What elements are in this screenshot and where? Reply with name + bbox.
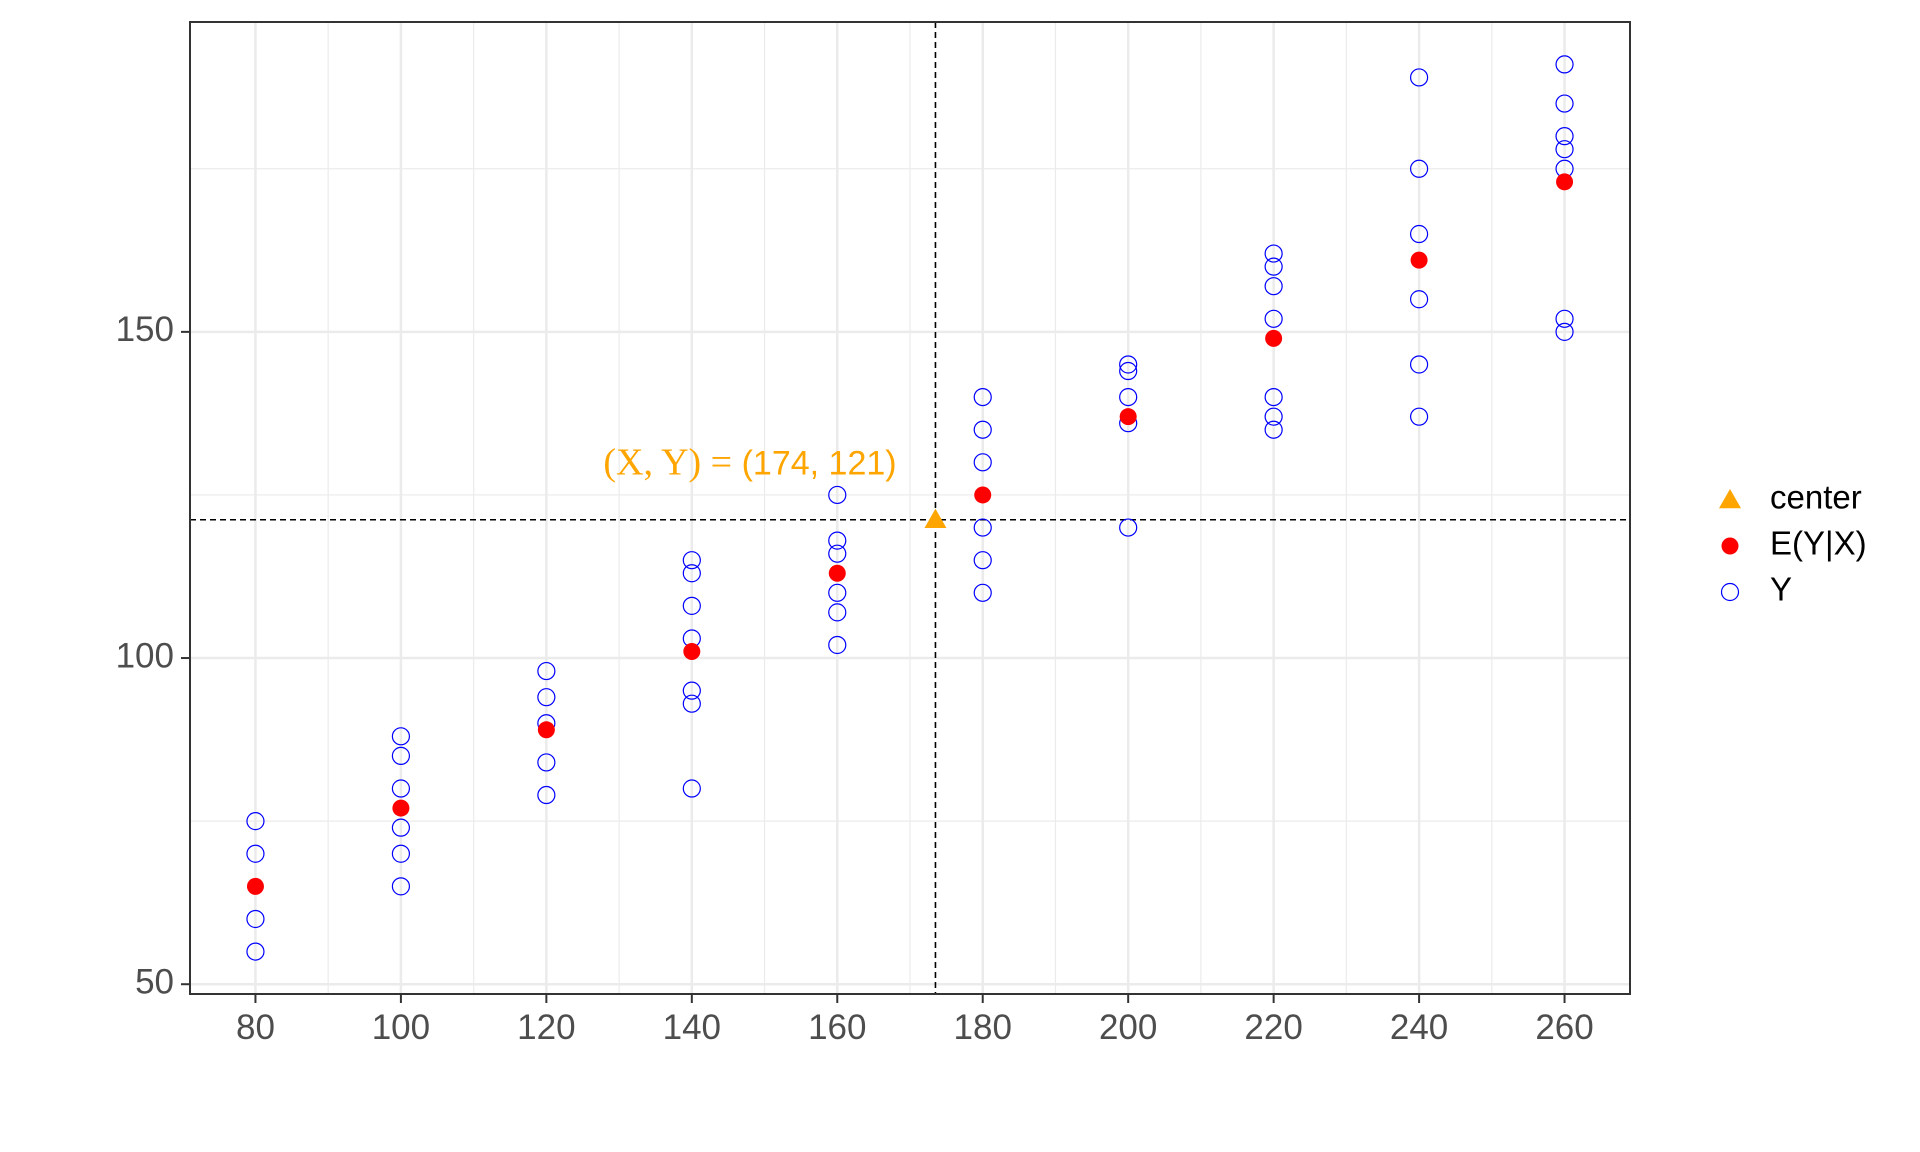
- major-gridlines: [190, 22, 1630, 994]
- data-point-y: [246, 812, 265, 831]
- data-point-y: [1555, 94, 1574, 113]
- data-point-y: [391, 727, 411, 746]
- data-point-y: [537, 661, 556, 681]
- data-point-y: [682, 564, 701, 583]
- data-point-y: [973, 420, 992, 439]
- data-point-y: [1555, 55, 1574, 74]
- y-axis: 50 100 150: [116, 310, 190, 1001]
- data-point-y: [973, 551, 992, 570]
- data-point-y: [682, 551, 701, 570]
- y-tick-label: 50: [135, 962, 174, 1001]
- data-point-y: [828, 531, 847, 550]
- x-tick-label: 200: [1099, 1008, 1157, 1047]
- legend-label: center: [1770, 479, 1862, 516]
- x-tick-label: 160: [808, 1008, 866, 1047]
- data-point-conditional-mean: [1119, 408, 1137, 426]
- data-point-y: [1409, 290, 1429, 309]
- x-tick-label: 240: [1390, 1008, 1448, 1047]
- data-point-y: [1119, 518, 1138, 537]
- legend-key-y: [1720, 582, 1740, 602]
- data-point-y: [1555, 127, 1574, 146]
- data-point-y: [682, 596, 701, 615]
- data-point-conditional-mean: [1556, 173, 1574, 191]
- reference-lines: [190, 22, 1630, 994]
- x-tick-label: 140: [663, 1008, 721, 1047]
- data-point-y: [1264, 309, 1283, 328]
- data-point-y: [1264, 244, 1283, 263]
- data-point-y: [973, 453, 992, 472]
- data-point-y: [1409, 68, 1429, 87]
- y-tick-label: 100: [116, 636, 174, 675]
- conditional-mean-points: [246, 173, 1574, 895]
- data-point-y: [1264, 277, 1283, 296]
- data-point-y: [973, 388, 992, 407]
- data-point-y: [246, 909, 265, 929]
- data-point-y: [1264, 257, 1283, 276]
- data-point-y: [537, 688, 556, 707]
- data-point-y: [391, 844, 411, 863]
- data-point-y: [391, 779, 411, 798]
- data-point-conditional-mean: [828, 564, 846, 582]
- data-point-y: [1555, 309, 1574, 328]
- y-tick-label: 150: [116, 310, 174, 349]
- data-point-y: [1409, 159, 1429, 178]
- data-point-y: [1264, 420, 1283, 439]
- x-tick-label: 100: [372, 1008, 430, 1047]
- data-point-y: [1409, 224, 1429, 244]
- data-point-conditional-mean: [392, 799, 410, 817]
- data-point-conditional-mean: [537, 721, 555, 739]
- center-annotation-value: (174, 121): [742, 445, 897, 483]
- center-point: [924, 508, 947, 528]
- legend-key-conditional-mean: [1721, 537, 1739, 555]
- data-point-conditional-mean: [683, 643, 701, 661]
- center-annotation-text: (X, Y) = (174, 121): [603, 441, 896, 483]
- data-point-y: [246, 844, 265, 863]
- data-point-y: [973, 518, 992, 537]
- data-point-y: [391, 877, 411, 896]
- data-point-y: [828, 603, 847, 622]
- panel-border: [189, 21, 1631, 995]
- data-point-y: [1119, 388, 1138, 407]
- data-point-y: [828, 635, 847, 655]
- minor-gridlines: [190, 22, 1630, 994]
- center-annotation-prefix: (X, Y) =: [603, 441, 741, 483]
- data-point-y: [246, 942, 265, 961]
- data-point-y: [391, 746, 411, 765]
- data-point-y: [1409, 355, 1429, 374]
- data-point-conditional-mean: [246, 877, 264, 895]
- data-point-y: [391, 818, 411, 837]
- data-point-y: [1119, 355, 1138, 374]
- data-point-y: [828, 485, 847, 505]
- data-point-y: [1555, 140, 1574, 159]
- legend-label: E(Y|X): [1770, 525, 1867, 562]
- data-point-y: [1264, 407, 1283, 426]
- legend-key-center: [1719, 489, 1741, 509]
- data-point-y: [682, 681, 701, 700]
- data-point-y: [973, 583, 992, 602]
- data-point-conditional-mean: [974, 486, 992, 504]
- data-point-y: [1409, 407, 1429, 426]
- x-tick-label: 120: [517, 1008, 575, 1047]
- data-point-y: [1119, 361, 1138, 381]
- data-point-y: [828, 583, 847, 602]
- legend-label: Y: [1770, 571, 1792, 608]
- legend: center E(Y|X) Y: [1719, 479, 1867, 608]
- data-point-y: [537, 785, 556, 805]
- data-point-conditional-mean: [1410, 251, 1428, 269]
- data-point-y: [682, 694, 701, 713]
- data-point-y: [1264, 388, 1283, 407]
- data-point-conditional-mean: [1265, 329, 1283, 347]
- data-point-y: [682, 779, 701, 798]
- x-tick-label: 180: [954, 1008, 1012, 1047]
- x-axis: 80 100 120 140 160 180 200 220 240 260: [236, 994, 1594, 1047]
- data-point-y: [1555, 322, 1574, 341]
- x-tick-label: 220: [1244, 1008, 1302, 1047]
- data-point-y: [828, 544, 847, 563]
- center-annotation: (X, Y) = (174, 121): [603, 441, 896, 483]
- x-tick-label: 260: [1535, 1008, 1593, 1047]
- x-tick-label: 80: [236, 1008, 275, 1047]
- data-point-y: [537, 753, 556, 772]
- data-point-center: [924, 508, 947, 528]
